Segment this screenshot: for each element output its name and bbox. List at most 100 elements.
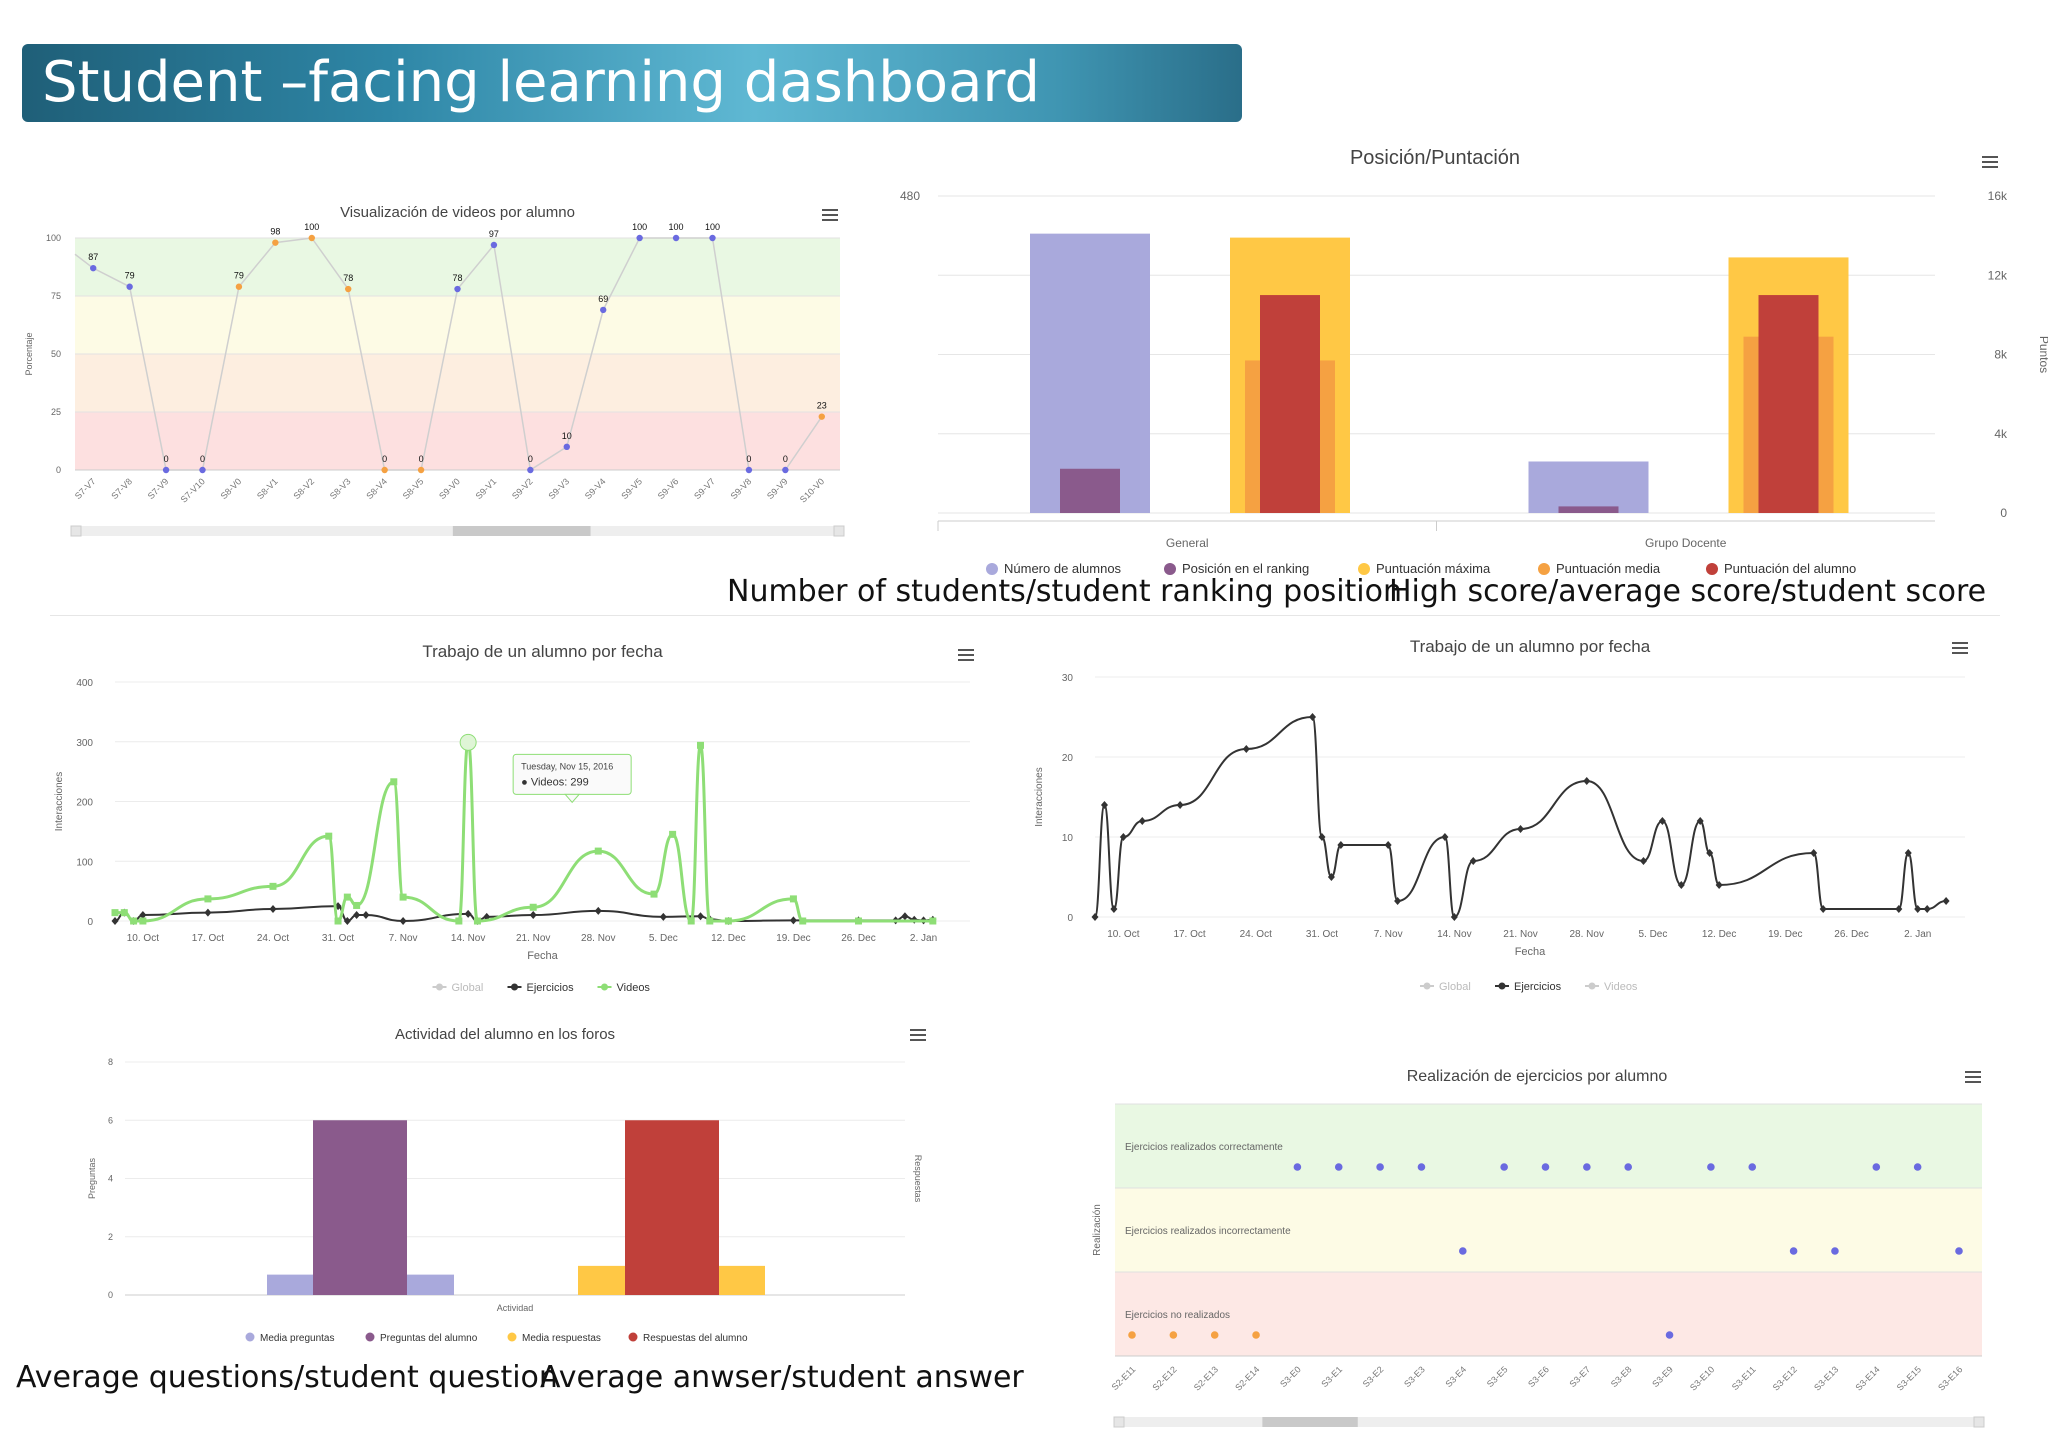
data-point (1417, 1163, 1426, 1171)
series-marker (1176, 801, 1184, 809)
legend-label: Global (452, 982, 484, 994)
right-tick-label: 8k (1994, 348, 2008, 362)
series-marker (111, 909, 119, 917)
y-tick-label: 75 (51, 291, 61, 301)
y-axis-label: Porcentaje (24, 332, 34, 375)
exercises-menu-icon[interactable] (1965, 1071, 1981, 1083)
series-marker (353, 901, 361, 909)
x-tick-label: 21. Nov (516, 933, 550, 944)
series-marker (1819, 905, 1827, 913)
x-tick-label: 24. Oct (1240, 929, 1272, 940)
x-tick-label: S3-E13 (1812, 1364, 1840, 1392)
series-marker (529, 903, 537, 911)
x-tick-label: S3-E3 (1402, 1364, 1427, 1389)
x-tick-label: S9-V5 (619, 476, 644, 501)
series-marker (1394, 897, 1402, 905)
row-band (1115, 1272, 1982, 1356)
x-tick-label: S7-V9 (146, 476, 171, 501)
left-tick-label: 480 (900, 189, 920, 203)
data-point (381, 466, 388, 474)
data-label: 0 (200, 454, 205, 464)
data-point (1955, 1247, 1963, 1255)
x-tick-label: S3-E2 (1361, 1364, 1386, 1389)
data-label: 0 (419, 454, 424, 464)
data-label: 78 (343, 273, 353, 283)
plot-band (75, 412, 840, 470)
y-axis-label: Interacciones (54, 772, 65, 831)
series-marker (204, 908, 212, 917)
row-label: Ejercicios no realizados (1125, 1310, 1230, 1321)
y-tick-label: 50 (51, 349, 61, 359)
title-banner: Student –facing learning dashboard (22, 44, 1242, 122)
x-tick-label: 17. Oct (1173, 929, 1205, 940)
data-label: 100 (669, 222, 684, 232)
work2-menu-icon[interactable] (1952, 642, 1968, 654)
data-label: 97 (489, 229, 499, 239)
caption-answers: Average anwser/student answer (540, 1360, 1024, 1395)
legend-marker (1164, 563, 1176, 575)
connector-line (74, 237, 823, 472)
forums-chart-svg: Actividad del alumno en los foros 0 2 4 6 8 Pr… (87, 1026, 923, 1344)
x-tick-label: S8-V0 (219, 476, 244, 501)
data-point (709, 234, 716, 242)
legend-label: Videos (617, 982, 651, 994)
bar-puntuacion-alumno (1758, 295, 1819, 513)
x-tick-label: 28. Nov (581, 933, 615, 944)
data-point (454, 285, 461, 293)
y-tick-label: 4 (108, 1174, 113, 1184)
x-tick-label: 31. Oct (322, 933, 354, 944)
legend-marker (601, 983, 608, 991)
data-label: 0 (164, 454, 169, 464)
work1-menu-icon[interactable] (958, 649, 974, 661)
data-point (1459, 1247, 1467, 1255)
series-marker (669, 830, 677, 838)
row-band (1115, 1104, 1982, 1188)
ranking-menu-icon[interactable] (1982, 156, 1998, 168)
bar-numero-alumnos (1030, 233, 1150, 514)
series-marker (111, 917, 119, 925)
series-marker (799, 917, 807, 925)
x-tick-label: S9-V1 (474, 476, 499, 501)
legend-marker (986, 563, 998, 575)
x-tick-label: 26. Dec (1834, 929, 1868, 940)
series-marker (529, 911, 537, 920)
series-marker (929, 917, 937, 925)
legend-marker (1358, 563, 1370, 575)
y-tick-label: 6 (108, 1115, 113, 1125)
series-marker (1242, 745, 1250, 753)
data-point (636, 234, 643, 242)
legend-label: Puntuación máxima (1376, 561, 1491, 576)
caption-scores: High score/average score/student score (1389, 574, 1987, 609)
data-point (818, 413, 825, 420)
bar-preguntas-del-alumno (313, 1120, 407, 1295)
x-tick-label: 14. Nov (1437, 929, 1471, 940)
x-tick-label: S9-V6 (656, 476, 681, 501)
series-marker (1942, 897, 1950, 905)
bar-numero-alumnos (1528, 461, 1649, 513)
y-tick-label: 25 (51, 407, 61, 417)
chart-title: Trabajo de un alumno por fecha (422, 642, 663, 661)
legend-marker (628, 1332, 638, 1342)
x-tick-label: 24. Oct (257, 933, 289, 944)
series-marker (120, 909, 128, 917)
x-axis-label: Fecha (527, 950, 558, 962)
forums-menu-icon[interactable] (910, 1029, 926, 1041)
y-tick-label: 20 (1062, 753, 1074, 764)
videos-menu-icon[interactable] (822, 209, 838, 221)
data-point (162, 466, 170, 474)
series-marker (1441, 833, 1449, 841)
hover-marker (459, 733, 477, 751)
chart-title: Posición/Puntación (1350, 147, 1520, 169)
x-tick-label: S3-E0 (1278, 1364, 1303, 1389)
series-marker (473, 917, 481, 925)
data-point (782, 466, 789, 474)
x-tick-label: S9-V3 (546, 476, 571, 501)
series-marker (1715, 881, 1723, 889)
series-marker (594, 906, 602, 915)
series-marker (390, 778, 398, 786)
tooltip-value: ● Videos: 299 (521, 776, 589, 788)
legend-label: Preguntas del alumno (380, 1333, 478, 1344)
bar-puntuacion-alumno (1260, 295, 1320, 513)
data-point (1541, 1163, 1550, 1171)
legend-marker (1423, 982, 1431, 990)
